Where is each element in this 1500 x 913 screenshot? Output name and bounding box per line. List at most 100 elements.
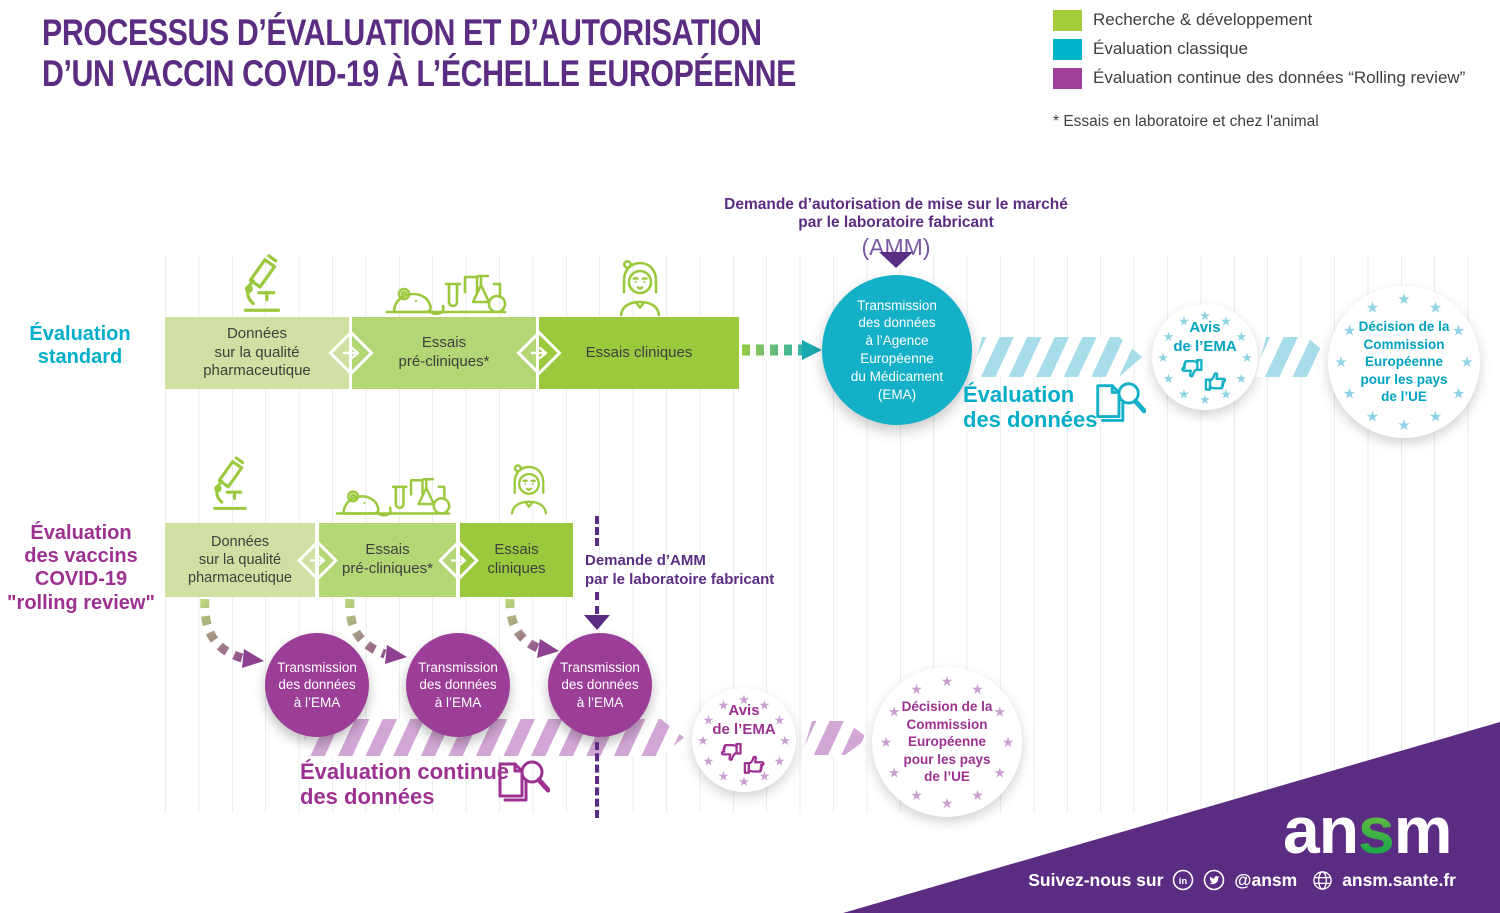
ansm-logo: ansm (1283, 797, 1452, 863)
step-preclinical: Essais pré-cliniques* (352, 317, 536, 389)
footnote: * Essais en laboratoire et chez l'animal (1053, 113, 1319, 130)
social-handle: @ansm (1234, 869, 1298, 890)
star-icon: ★ (738, 691, 750, 707)
arrow-right-icon (530, 346, 548, 360)
legend-swatch-cyan (1053, 38, 1082, 60)
dashed-arrow-to-ema (740, 339, 824, 361)
star-icon: ★ (1460, 353, 1474, 371)
lab-mouse-flasks-icon (335, 470, 451, 519)
star-icon: ★ (1428, 298, 1443, 316)
linkedin-icon: in (1173, 869, 1194, 891)
star-icon: ★ (971, 681, 984, 698)
legend-label: Recherche & développement (1093, 10, 1313, 29)
legend-item-classic: Évaluation classique (1053, 38, 1465, 60)
arrow-down-icon (879, 252, 913, 268)
amm-request-text: Demande d’autorisation de mise sur le ma… (724, 196, 1068, 232)
social-bar: Suivez-nous sur in @ansm ansm.sante.fr (1028, 869, 1456, 891)
star-icon: ★ (697, 732, 709, 748)
follow-us-label: Suivez-nous sur (1028, 869, 1164, 890)
star-icon: ★ (758, 768, 771, 784)
star-icon: ★ (887, 764, 901, 781)
step-clinical: Essais cliniques (539, 317, 739, 389)
legend-item-rd: Recherche & développement (1053, 9, 1465, 31)
eu-stars-ring: ★ ★ ★ ★ ★ ★ ★ ★ ★ ★ ★ ★ (872, 667, 1022, 817)
step-clinical: Essais cliniques (460, 523, 573, 597)
hatched-arrow-evaluation (972, 337, 1142, 377)
arrow-right-icon (342, 346, 360, 360)
title-line-1: PROCESSUS D’ÉVALUATION ET D’AUTORISATION (42, 12, 762, 53)
row-label-standard: Évaluation standard (29, 323, 131, 369)
microscope-icon (232, 253, 292, 317)
lab-mouse-flasks-icon (385, 266, 507, 318)
star-icon: ★ (779, 732, 791, 748)
thumbs-up-down-icon (1179, 359, 1231, 395)
logo-letters: an (1283, 793, 1359, 867)
website-url: ansm.sante.fr (1342, 869, 1456, 890)
curved-dashed-arrow (502, 597, 562, 665)
arrow-right-icon (450, 554, 467, 567)
ema-opinion-circle: ★ ★ ★ ★ ★ ★ ★ ★ ★ ★ ★ ★ Avis de l’EMA (1152, 304, 1258, 410)
thumbs-up-down-icon (719, 743, 769, 778)
star-icon: ★ (1451, 385, 1466, 402)
star-icon: ★ (773, 753, 786, 768)
step-preclinical: Essais pré-cliniques* (319, 523, 456, 597)
clinician-icon (504, 457, 554, 518)
star-icon: ★ (993, 703, 1007, 720)
title-line-2: D’UN VACCIN COVID-19 À L’ÉCHELLE EUROPÉE… (42, 53, 796, 95)
star-icon: ★ (1157, 349, 1169, 365)
document-magnifier-icon (492, 754, 550, 814)
amm-request-rolling: Demande d’AMM par le laboratoire fabrica… (585, 552, 775, 589)
star-icon: ★ (1235, 370, 1248, 386)
star-icon: ★ (773, 712, 786, 727)
row-label-rolling-review: Évaluation des vaccins COVID-19 "rolling… (7, 522, 155, 614)
star-icon: ★ (702, 712, 715, 727)
svg-text:in: in (1179, 876, 1188, 887)
star-icon: ★ (971, 786, 984, 803)
star-icon: ★ (1220, 313, 1232, 329)
star-icon: ★ (1235, 328, 1248, 344)
transmission-ema-circle: Transmission des données à l’EMA (548, 633, 652, 737)
ema-opinion-label: Avis de l’EMA (712, 702, 776, 738)
star-icon: ★ (1178, 313, 1190, 329)
star-icon: ★ (1162, 370, 1175, 386)
amm-request-standard: Demande d’autorisation de mise sur le ma… (700, 196, 1092, 261)
star-icon: ★ (1397, 416, 1411, 434)
star-icon: ★ (993, 764, 1007, 781)
twitter-icon (1204, 869, 1225, 891)
ec-decision-label: Décision de la Commission Européenne pou… (901, 699, 993, 785)
ema-opinion-label: Avis de l’EMA (1173, 318, 1237, 355)
eu-stars-ring: ★ ★ ★ ★ ★ ★ ★ ★ ★ ★ ★ ★ (1328, 286, 1480, 438)
ec-decision-label: Décision de la Commission Européenne pou… (1358, 319, 1450, 405)
eu-stars-ring: ★ ★ ★ ★ ★ ★ ★ ★ ★ ★ ★ ★ (1152, 304, 1258, 410)
transmission-ema-circle: Transmission des données à l’EMA (265, 633, 369, 737)
transmission-ema-circle: Transmission des données à l’EMA (406, 633, 510, 737)
ec-decision-circle: ★ ★ ★ ★ ★ ★ ★ ★ ★ ★ ★ ★ Décision de la Commission E… (1328, 286, 1480, 438)
continuous-evaluation-label: Évaluation continue des données (300, 759, 510, 809)
legend-swatch-purple (1053, 67, 1082, 89)
transmission-ema-circle: Transmission des données à l’Agence Euro… (822, 275, 972, 425)
star-icon: ★ (1397, 290, 1411, 308)
legend-label: Évaluation classique (1093, 39, 1248, 58)
step-pharma-quality: Données sur la qualité pharmaceutique (165, 523, 315, 597)
star-icon: ★ (1220, 385, 1232, 401)
legend-label: Évaluation continue des données “Rolling… (1093, 68, 1466, 87)
star-icon: ★ (1451, 322, 1466, 339)
arrow-down-icon (584, 615, 610, 630)
star-icon: ★ (738, 773, 750, 789)
dashed-line-amm (595, 742, 599, 818)
star-icon: ★ (1199, 307, 1211, 323)
star-icon: ★ (1001, 734, 1015, 750)
star-icon: ★ (1199, 391, 1211, 407)
logo-letter-s: s (1358, 793, 1395, 867)
evaluation-data-label: Évaluation des données (963, 382, 1098, 432)
star-icon: ★ (910, 786, 923, 803)
star-icon: ★ (940, 795, 954, 811)
dashed-line-amm (595, 516, 599, 546)
star-icon: ★ (1178, 385, 1190, 401)
star-icon: ★ (1334, 353, 1348, 371)
curved-dashed-arrow (196, 597, 268, 675)
ema-opinion-circle: ★ ★ ★ ★ ★ ★ ★ ★ ★ ★ ★ ★ Avis de l’EMA (692, 688, 796, 792)
star-icon: ★ (1428, 408, 1443, 426)
legend-item-rolling: Évaluation continue des données “Rolling… (1053, 67, 1465, 89)
